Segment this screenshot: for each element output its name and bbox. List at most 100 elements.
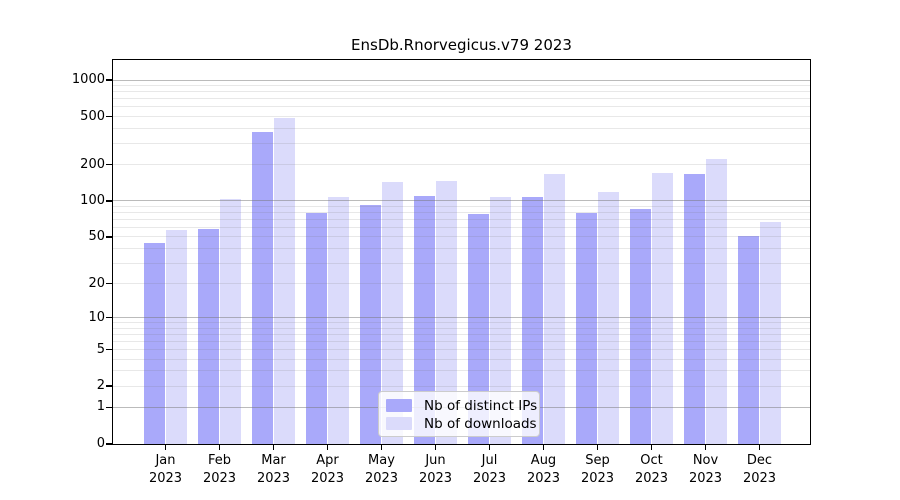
- x-tick-month: May: [368, 453, 395, 468]
- gridline-20: [113, 283, 810, 285]
- x-tick-label-dec: Dec 2023: [730, 452, 790, 487]
- bar-nb-of-distinct-ips-apr: [305, 213, 328, 444]
- legend-label-downloads: Nb of downloads: [424, 415, 537, 432]
- gridline-80: [113, 212, 810, 213]
- y-tick-0: [105, 443, 112, 445]
- y-tick-label-50: 50: [88, 228, 105, 244]
- legend-swatch-downloads: [386, 417, 412, 430]
- x-tick-month: Jun: [425, 453, 446, 468]
- bar-nb-of-downloads-feb: [219, 198, 242, 444]
- x-tick-month: Aug: [530, 453, 557, 468]
- y-tick-1: [105, 406, 112, 409]
- bar-nb-of-distinct-ips-oct: [629, 208, 652, 444]
- gridline-600: [113, 106, 810, 108]
- x-tick-month: Apr: [316, 453, 339, 468]
- x-tick-month: Mar: [261, 453, 286, 468]
- bar-nb-of-downloads-dec: [759, 222, 782, 444]
- bar-nb-of-distinct-ips-aug: [521, 196, 544, 444]
- gridline-60: [113, 226, 810, 228]
- y-tick-200: [105, 163, 112, 166]
- gridline-3: [113, 370, 810, 372]
- y-tick-100: [105, 200, 112, 202]
- y-tick-label-0: 0: [96, 436, 105, 451]
- x-tick-month: Sep: [585, 453, 610, 468]
- bar-nb-of-downloads-jul: [489, 196, 512, 444]
- x-tick-label-aug: Aug 2023: [514, 452, 574, 487]
- x-tick-label-jun: Jun 2023: [406, 452, 466, 487]
- x-tick-year: 2023: [580, 470, 615, 486]
- gridline-40: [113, 247, 810, 249]
- x-tick-may: [380, 445, 383, 451]
- x-tick-label-oct: Oct 2023: [622, 452, 682, 487]
- x-tick-label-sep: Sep 2023: [568, 452, 628, 487]
- x-tick-oct: [650, 445, 653, 451]
- y-tick-label-200: 200: [80, 156, 105, 172]
- bar-nb-of-downloads-apr: [327, 196, 350, 444]
- y-tick-20: [105, 282, 112, 285]
- gridline-10: [113, 317, 810, 319]
- x-tick-label-jan: Jan 2023: [136, 452, 196, 487]
- y-tick-label-20: 20: [88, 275, 105, 291]
- bar-nb-of-distinct-ips-dec: [737, 235, 760, 444]
- y-tick-label-1000: 1000: [71, 72, 105, 88]
- x-tick-month: Nov: [692, 453, 719, 468]
- gridline-700: [113, 98, 810, 100]
- x-tick-year: 2023: [472, 470, 507, 486]
- x-tick-year: 2023: [688, 470, 723, 486]
- bar-nb-of-downloads-mar: [273, 117, 296, 444]
- x-tick-apr: [326, 445, 329, 451]
- y-tick-label-500: 500: [80, 108, 105, 124]
- gridline-4: [113, 358, 810, 360]
- x-tick-year: 2023: [418, 470, 453, 486]
- gridline-8: [113, 327, 810, 329]
- x-tick-jan: [164, 445, 167, 451]
- chart-title: EnsDb.Rnorvegicus.v79 2023: [351, 36, 572, 54]
- bar-nb-of-distinct-ips-jan: [143, 243, 166, 444]
- x-tick-year: 2023: [202, 470, 237, 486]
- legend-label-distinct-ips: Nb of distinct IPs: [424, 397, 538, 414]
- x-tick-month: Jul: [481, 453, 498, 468]
- y-tick-label-1: 1: [96, 399, 105, 415]
- y-tick-50: [105, 236, 112, 238]
- x-tick-label-nov: Nov 2023: [676, 452, 736, 487]
- x-tick-label-feb: Feb 2023: [190, 452, 250, 487]
- x-tick-year: 2023: [256, 470, 291, 486]
- gridline-100: [113, 200, 810, 202]
- gridline-7: [113, 333, 810, 335]
- gridline-200: [113, 164, 810, 166]
- x-tick-month: Oct: [640, 453, 663, 468]
- gridline-400: [113, 127, 810, 129]
- x-tick-year: 2023: [742, 470, 777, 486]
- bar-nb-of-distinct-ips-jun: [413, 195, 436, 444]
- x-tick-label-apr: Apr 2023: [298, 452, 358, 487]
- x-tick-year: 2023: [364, 470, 399, 486]
- x-tick-sep: [596, 445, 599, 451]
- legend-item-distinct-ips: Nb of distinct IPs: [386, 397, 537, 414]
- x-tick-label-mar: Mar 2023: [244, 452, 304, 487]
- gridline-30: [113, 262, 810, 264]
- gridline-500: [113, 116, 810, 117]
- gridline-1000: [113, 79, 810, 81]
- bar-nb-of-distinct-ips-jul: [467, 213, 490, 444]
- y-tick-2: [105, 385, 112, 387]
- x-tick-mar: [272, 445, 275, 451]
- gridline-5: [113, 349, 810, 351]
- y-tick-label-10: 10: [88, 309, 105, 325]
- x-tick-label-may: May 2023: [352, 452, 412, 487]
- legend: Nb of distinct IPs Nb of downloads: [378, 391, 540, 437]
- x-tick-jul: [488, 445, 491, 451]
- x-tick-aug: [542, 445, 545, 451]
- bar-nb-of-distinct-ips-feb: [197, 229, 220, 444]
- bar-nb-of-downloads-nov: [705, 158, 728, 444]
- bar-nb-of-downloads-aug: [543, 174, 566, 444]
- gridline-9: [113, 322, 810, 324]
- x-tick-feb: [218, 445, 221, 451]
- x-tick-dec: [758, 445, 761, 451]
- gridline-900: [113, 85, 810, 87]
- bar-nb-of-distinct-ips-mar: [251, 131, 274, 444]
- x-tick-month: Jan: [155, 453, 176, 468]
- gridline-800: [113, 91, 810, 93]
- y-tick-label-100: 100: [80, 192, 105, 208]
- x-tick-jun: [434, 445, 437, 451]
